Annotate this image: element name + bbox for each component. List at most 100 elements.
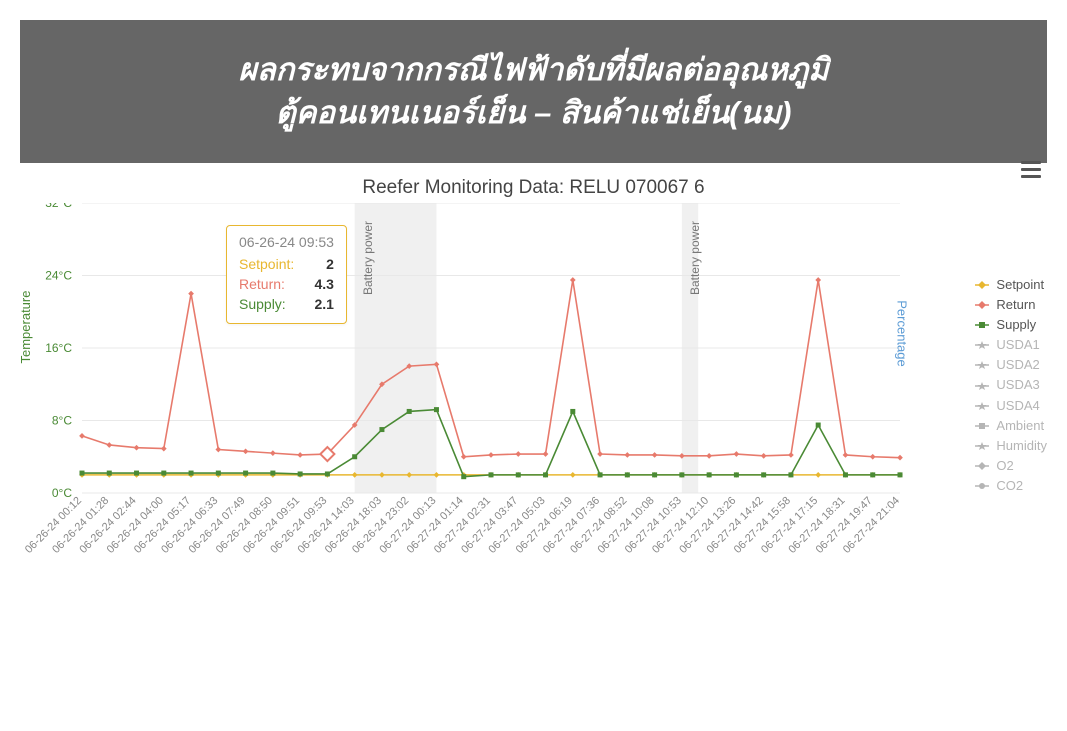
marker [624, 452, 630, 458]
marker [216, 470, 221, 475]
line-chart[interactable]: 0°C8°C16°C24°C32°C06-26-24 00:1206-26-24… [20, 203, 1047, 608]
series-return [82, 280, 900, 458]
y-tick-label: 8°C [52, 413, 72, 427]
marker [898, 472, 903, 477]
y-tick-label: 24°C [45, 268, 72, 282]
marker [788, 452, 794, 458]
marker [543, 472, 548, 477]
marker [79, 433, 85, 439]
marker [570, 472, 576, 478]
marker [679, 472, 684, 477]
marker [761, 472, 766, 477]
marker [107, 470, 112, 475]
legend-item-usda2[interactable]: USDA2 [974, 355, 1047, 375]
marker [734, 451, 740, 457]
marker [843, 472, 848, 477]
marker [461, 474, 466, 479]
marker [570, 277, 576, 283]
marker [215, 446, 221, 452]
legend-label: USDA3 [996, 375, 1039, 395]
banner-line-2: ตู้คอนเทนเนอร์เย็น – สินค้าแช่เย็น(นม) [60, 91, 1007, 134]
marker [379, 427, 384, 432]
marker [761, 453, 767, 459]
tooltip-row: Supply:2.1 [239, 294, 334, 314]
legend-label: CO2 [996, 476, 1023, 496]
battery-band-label: Battery power [361, 221, 375, 295]
chart-title: Reefer Monitoring Data: RELU 070067 6 [0, 177, 1067, 199]
legend-item-humidity[interactable]: Humidity [974, 436, 1047, 456]
marker [407, 409, 412, 414]
series-supply [82, 409, 900, 476]
marker [597, 451, 603, 457]
tooltip-row: Setpoint:2 [239, 254, 334, 274]
legend-label: Supply [996, 315, 1036, 335]
legend-swatch-icon [974, 481, 990, 491]
marker [707, 472, 712, 477]
legend-swatch-icon [974, 280, 990, 290]
y-axis-label: Temperature [18, 290, 33, 363]
legend-item-usda1[interactable]: USDA1 [974, 335, 1047, 355]
tooltip-row: Return:4.3 [239, 274, 334, 294]
marker [870, 472, 875, 477]
marker [543, 451, 549, 457]
legend-swatch-icon [974, 441, 990, 451]
marker [515, 451, 521, 457]
legend-label: O2 [996, 456, 1013, 476]
marker [843, 452, 849, 458]
legend-item-co2[interactable]: CO2 [974, 476, 1047, 496]
marker [788, 472, 793, 477]
y-tick-label: 0°C [52, 486, 72, 500]
marker [325, 471, 330, 476]
legend-swatch-icon [974, 360, 990, 370]
legend-item-o2[interactable]: O2 [974, 456, 1047, 476]
legend-item-return[interactable]: Return [974, 295, 1047, 315]
legend-item-supply[interactable]: Supply [974, 315, 1047, 335]
marker [297, 452, 303, 458]
marker [870, 454, 876, 460]
marker [270, 470, 275, 475]
marker [625, 472, 630, 477]
legend-item-usda4[interactable]: USDA4 [974, 396, 1047, 416]
legend-item-setpoint[interactable]: Setpoint [974, 275, 1047, 295]
marker [516, 472, 521, 477]
marker [243, 470, 248, 475]
battery-band-label: Battery power [688, 221, 702, 295]
marker [134, 470, 139, 475]
marker [489, 472, 494, 477]
marker [570, 409, 575, 414]
marker [298, 471, 303, 476]
legend-item-usda3[interactable]: USDA3 [974, 375, 1047, 395]
export-menu-icon[interactable] [1021, 161, 1041, 179]
marker [815, 277, 821, 283]
legend-swatch-icon [974, 320, 990, 330]
legend-swatch-icon [974, 381, 990, 391]
legend-label: USDA4 [996, 396, 1039, 416]
marker [134, 445, 140, 451]
legend-item-ambient[interactable]: Ambient [974, 416, 1047, 436]
marker [815, 472, 821, 478]
marker [652, 452, 658, 458]
marker [816, 422, 821, 427]
marker [243, 448, 249, 454]
legend-label: Ambient [996, 416, 1044, 436]
marker [106, 442, 112, 448]
legend-swatch-icon [974, 421, 990, 431]
legend-label: USDA2 [996, 355, 1039, 375]
chart-legend: SetpointReturnSupplyUSDA1USDA2USDA3USDA4… [974, 275, 1047, 497]
y-tick-label: 32°C [45, 203, 72, 210]
legend-label: Return [996, 295, 1035, 315]
legend-label: Humidity [996, 436, 1047, 456]
marker [161, 446, 167, 452]
marker [434, 407, 439, 412]
marker [897, 455, 903, 461]
marker [188, 291, 194, 297]
marker [706, 453, 712, 459]
marker [80, 470, 85, 475]
legend-swatch-icon [974, 340, 990, 350]
marker [461, 454, 467, 460]
legend-label: Setpoint [996, 275, 1044, 295]
secondary-y-axis-label: Percentage [894, 300, 909, 367]
marker [189, 470, 194, 475]
marker [488, 452, 494, 458]
marker [734, 472, 739, 477]
